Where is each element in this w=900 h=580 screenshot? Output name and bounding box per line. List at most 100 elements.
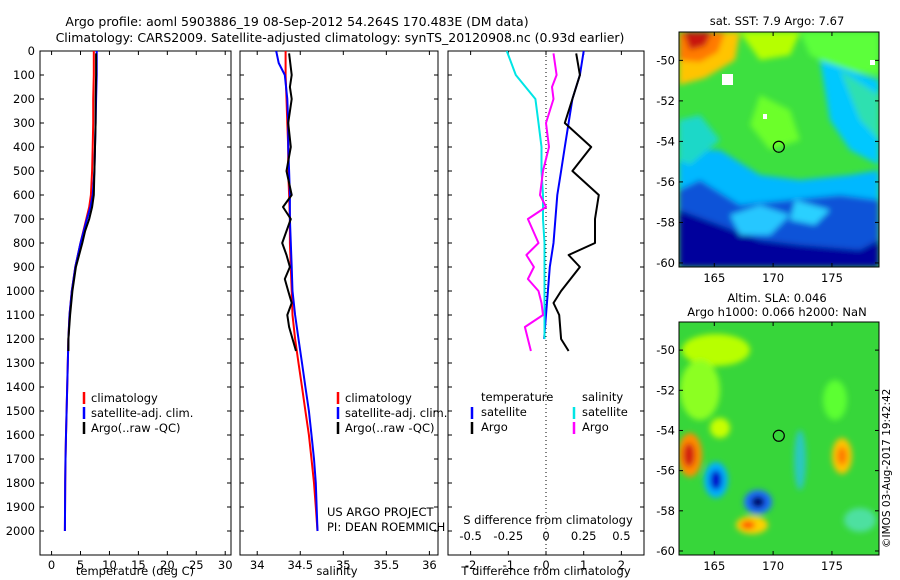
legend-label-climatology: climatology [345, 391, 412, 405]
y-tick-label: 1300 [6, 356, 35, 370]
map-y-tick-label: -56 [656, 464, 675, 478]
series-line-salinity-argo [523, 53, 558, 352]
salinity-legend: climatology satellite-adj. clim. Argo(..… [336, 391, 447, 435]
legend-head-salinity: salinity [582, 390, 623, 404]
profile-location-marker [772, 140, 785, 153]
x-tick-label: 15 [131, 558, 146, 572]
y-tick-label: 800 [13, 236, 35, 250]
sla-map-axis-ticks: 165 170 175 -50 -52 -54 -56 -58 -60 [656, 322, 879, 573]
legend-label-satellite: satellite-adj. clim. [345, 406, 447, 420]
map-x-tick-label: 175 [821, 271, 843, 285]
difference-legend: temperature satellite Argo salinity sate… [470, 390, 628, 434]
sst-map-nodata-patch [763, 114, 767, 119]
legend-label-climatology: climatology [91, 391, 158, 405]
legend-label-temp-argo: Argo [481, 420, 508, 434]
legend-label-argo: Argo(..raw -QC) [345, 421, 435, 435]
temperature-legend: climatology satellite-adj. clim. Argo(..… [82, 391, 193, 435]
series-line-satellite-adj-clim [275, 51, 319, 532]
map-y-tick-label: -60 [656, 544, 675, 558]
x2-tick-label: -0.25 [493, 529, 523, 543]
sst-map-field [679, 32, 879, 267]
legend-head-temperature: temperature [481, 390, 553, 404]
y-tick-label: 1800 [6, 476, 35, 490]
x-tick-label: 36 [422, 558, 437, 572]
sst-map-nodata-patch [870, 60, 875, 65]
temperature-difference-axis-label: T difference from climatology [460, 564, 631, 578]
y-tick-label: 2000 [6, 524, 35, 538]
series-line-salinity-satellite [505, 51, 546, 339]
map-y-tick-label: -60 [656, 256, 675, 270]
series-line-temperature-argo [552, 53, 600, 352]
x-tick-label: 30 [218, 558, 233, 572]
sla-map-field [679, 322, 879, 555]
x2-tick-label: 0.25 [571, 529, 597, 543]
map-y-tick-label: -54 [656, 134, 675, 148]
y-tick-label: 300 [13, 116, 35, 130]
y-tick-label: 1100 [6, 308, 35, 322]
temperature-series [63, 51, 98, 532]
series-line-argo-raw-qc [67, 53, 98, 351]
y-tick-label: 400 [13, 140, 35, 154]
y-tick-label: 200 [13, 92, 35, 106]
profile-location-marker [772, 429, 785, 442]
salinity-difference-axis-label: S difference from climatology [463, 513, 633, 527]
map-y-tick-label: -52 [656, 94, 675, 108]
sst-map-title: sat. SST: 7.9 Argo: 7.67 [710, 14, 845, 28]
sst-map-frame [678, 31, 880, 268]
legend-label-satellite: satellite-adj. clim. [91, 406, 193, 420]
salinity-axis-ticks: 34 34.5 35 35.5 36 [240, 50, 438, 572]
sst-map-axis-ticks: 165 170 175 -50 -52 -54 -56 -58 -60 [656, 32, 879, 285]
copyright-watermark: ©IMOS 03-Aug-2017 19:42:42 [881, 389, 893, 548]
x-tick-label: 25 [189, 558, 204, 572]
x2-tick-label: 0.5 [612, 529, 630, 543]
map-y-tick-label: -54 [656, 423, 675, 437]
map-y-tick-label: -52 [656, 383, 675, 397]
map-x-tick-label: 165 [703, 559, 725, 573]
y-tick-label: 1900 [6, 500, 35, 514]
chart-title-line1: Argo profile: aoml 5903886_19 08-Sep-201… [65, 14, 528, 29]
map-x-tick-label: 165 [703, 271, 725, 285]
map-x-tick-label: 170 [762, 559, 784, 573]
x-tick-label: 0 [48, 558, 55, 572]
salinity-plot-frame [239, 50, 439, 556]
legend-label-temp-satellite: satellite [481, 405, 527, 419]
y-tick-label: 1700 [6, 452, 35, 466]
difference-series [505, 51, 600, 352]
project-credit-line1: US ARGO PROJECT [327, 505, 435, 519]
y-tick-label: 500 [13, 164, 35, 178]
y-tick-label: 1200 [6, 332, 35, 346]
x-tick-label: 1 [580, 558, 587, 572]
x2-tick-label: -0.5 [459, 529, 481, 543]
x-tick-label: 20 [160, 558, 175, 572]
x-tick-label: 35.5 [374, 558, 400, 572]
temperature-axis-ticks: 0100200300400500600700800900100011001200… [6, 44, 233, 572]
map-x-tick-label: 170 [762, 271, 784, 285]
map-y-tick-label: -58 [656, 504, 675, 518]
y-tick-label: 600 [13, 188, 35, 202]
sla-map-frame [678, 321, 880, 556]
map-y-tick-label: -58 [656, 215, 675, 229]
x-tick-label: 34 [250, 558, 265, 572]
map-x-tick-label: 175 [821, 559, 843, 573]
temperature-x-axis-label: temperature (deg C) [76, 564, 194, 578]
temperature-plot-frame [39, 50, 232, 556]
x-tick-label: -2 [465, 558, 476, 572]
x-tick-label: 35 [336, 558, 351, 572]
legend-label-sal-satellite: satellite [582, 405, 628, 419]
map-y-tick-label: -50 [656, 53, 675, 67]
chart-title-line2: Climatology: CARS2009. Satellite-adjuste… [56, 30, 625, 45]
x-tick-label: 0 [542, 558, 549, 572]
x-tick-label: 34.5 [287, 558, 313, 572]
map-y-tick-label: -50 [656, 343, 675, 357]
map-y-tick-label: -56 [656, 175, 675, 189]
y-tick-label: 1400 [6, 380, 35, 394]
sla-map-title: Altim. SLA: 0.046 [727, 291, 826, 305]
y-tick-label: 1500 [6, 404, 35, 418]
x-tick-label: 10 [102, 558, 117, 572]
series-line-argo-raw-qc [281, 53, 297, 352]
sla-map-subtitle: Argo h1000: 0.066 h2000: NaN [687, 305, 866, 319]
sst-map-nodata-patch [722, 74, 733, 85]
y-tick-label: 700 [13, 212, 35, 226]
